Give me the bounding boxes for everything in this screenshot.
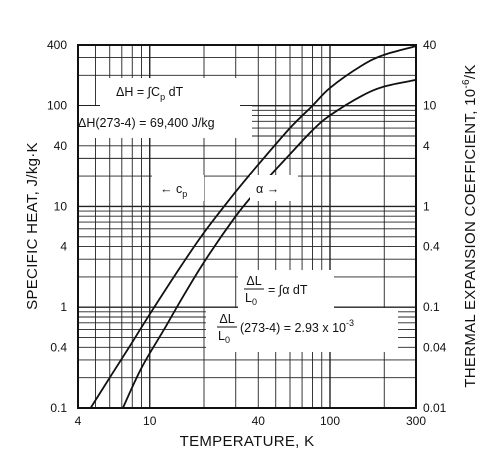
dl-value-den-sub: 0 xyxy=(225,335,230,345)
y-right-tick-label: 4 xyxy=(423,139,430,153)
dh-suffix: dT xyxy=(165,85,183,99)
x-tick-label: 4 xyxy=(75,414,82,428)
dl-value-box xyxy=(206,308,398,352)
dl-integral-den-sub: 0 xyxy=(252,297,257,307)
y-left-axis-ticks: 0.1 0.4 1 4 10 40 100 400 xyxy=(47,38,67,415)
dh-integral-sign: ∫C xyxy=(147,85,160,99)
y-left-tick-label: 4 xyxy=(60,240,67,254)
y-left-tick-label: 400 xyxy=(47,38,67,52)
dl-integral-den: L0 xyxy=(245,291,257,307)
alpha-label-box xyxy=(250,175,298,201)
y-right-axis-title: THERMAL EXPANSION COEFFICIENT, 10-6/K xyxy=(461,64,479,387)
y-right-tick-label: 0.01 xyxy=(423,401,447,415)
dh-value-annotation: ΔH(273-4) = 69,400 J/kg xyxy=(78,116,215,130)
cp-label-box xyxy=(152,175,204,201)
y-right-tick-label: 0.4 xyxy=(423,240,440,254)
dl-value-den-base: L xyxy=(218,329,225,343)
dl-integral-num: ΔL xyxy=(246,274,261,288)
alpha-curve-label: α → xyxy=(256,182,279,196)
y-left-tick-label: 100 xyxy=(47,99,67,113)
y-right-tick-label: 0.1 xyxy=(423,300,440,314)
x-axis-title: TEMPERATURE, K xyxy=(180,433,315,450)
x-tick-label: 40 xyxy=(252,414,266,428)
y-right-tick-label: 10 xyxy=(423,99,437,113)
y-left-tick-label: 40 xyxy=(54,139,68,153)
y-right-title-exp: -6 xyxy=(461,79,472,89)
y-right-tick-label: 1 xyxy=(423,199,430,213)
dl-value-body: (273-4) = 2.93 x 10 xyxy=(240,321,346,335)
cp-label-text: ← c xyxy=(160,182,182,196)
dh-integral-sub: p xyxy=(160,92,165,102)
dl-integral-rhs: = ∫α dT xyxy=(268,283,308,297)
cp-label-sub: p xyxy=(182,189,187,199)
y-right-axis-ticks: 0.01 0.04 0.1 0.4 1 4 10 40 xyxy=(423,38,447,415)
dh-value-box xyxy=(70,106,252,138)
y-left-tick-label: 1 xyxy=(60,300,67,314)
dl-value-text: (273-4) = 2.93 x 10-3 xyxy=(240,318,354,335)
cp-curve-label: ← cp xyxy=(160,182,187,199)
dl-value-num: ΔL xyxy=(219,312,234,326)
plot-frame xyxy=(77,44,417,409)
y-left-tick-label: 10 xyxy=(54,199,68,213)
y-left-tick-label: 0.1 xyxy=(50,401,67,415)
dl-value-exp: -3 xyxy=(346,318,354,328)
y-right-tick-label: 0.04 xyxy=(423,340,447,354)
x-tick-label: 100 xyxy=(320,414,340,428)
dh-integral-annotation: ΔH = ∫Cp dT xyxy=(116,85,184,102)
y-right-title-unit: /K xyxy=(462,64,479,79)
specific-heat-curve xyxy=(89,45,417,409)
y-right-tick-label: 40 xyxy=(423,38,437,52)
dl-integral-den-base: L xyxy=(245,291,252,305)
x-tick-label: 10 xyxy=(143,414,157,428)
y-right-title-base: THERMAL EXPANSION COEFFICIENT, 10 xyxy=(462,89,479,388)
dh-integral-box xyxy=(100,78,240,106)
y-left-tick-label: 0.4 xyxy=(50,340,67,354)
dh-prefix: ΔH = xyxy=(116,85,148,99)
x-tick-label: 300 xyxy=(406,414,426,428)
dl-value-den: L0 xyxy=(218,329,230,345)
x-axis-ticks: 4 10 40 100 300 xyxy=(75,414,427,428)
y-left-axis-title: SPECIFIC HEAT, J/kg·K xyxy=(24,142,41,310)
